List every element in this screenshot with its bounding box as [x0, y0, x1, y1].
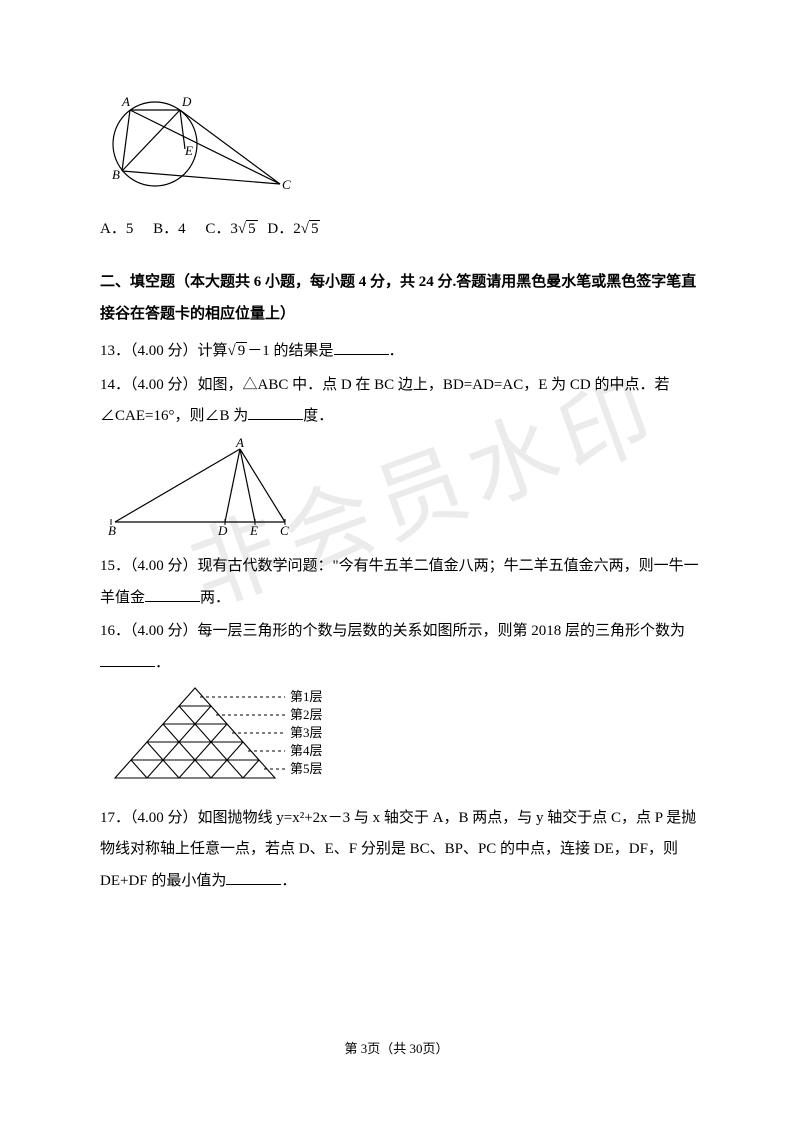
q14-label-D: D [217, 523, 228, 537]
q14-label-A: A [235, 437, 244, 450]
section2-title: 二、填空题（本大题共 6 小题，每小题 4 分，共 24 分.答题请用黑色曼水笔… [100, 267, 703, 330]
label-B: B [112, 167, 120, 182]
q13-rad: 9 [236, 342, 248, 359]
q16-layer-3: 第3层 [290, 725, 323, 740]
q17-text-b: ． [281, 873, 296, 889]
q14-figure: A B D E C [100, 437, 703, 550]
q17: 17．（4.00 分）如图抛物线 y=x²+2x－3 与 x 轴交于 A，B 两… [100, 803, 703, 898]
q12-option-c: C．3√5 [205, 214, 257, 246]
q13-text-c: ． [389, 343, 404, 359]
q12-optA-val: 5 [126, 221, 134, 237]
q16-blank [100, 652, 155, 667]
q12-optC-pre: 3 [230, 221, 238, 237]
q15: 15．（4.00 分）现有古代数学问题："今有牛五羊二值金八两；牛二羊五值金六两… [100, 551, 703, 614]
q12-optD-rad: 5 [309, 220, 321, 237]
q12-optD-label: D． [267, 221, 293, 237]
q14-label-B: B [108, 523, 116, 537]
q15-blank [145, 587, 200, 602]
q14-line1: 14．（4.00 分）如图，△ABC 中．点 D 在 BC 边上，BD=AD=A… [100, 377, 669, 425]
q12-optD-pre: 2 [293, 221, 301, 237]
q12-optC-label: C． [205, 221, 230, 237]
q13-text-b: －1 的结果是 [247, 343, 333, 359]
q12-optB-val: 4 [178, 221, 186, 237]
label-E: E [184, 143, 193, 158]
q16-text-b: ． [155, 655, 170, 671]
label-D: D [181, 94, 192, 109]
page-footer: 第 3页（共 30页） [0, 1035, 793, 1062]
label-A: A [121, 94, 130, 109]
q16-layer-2: 第2层 [290, 707, 323, 722]
q16-figure: 第1层 第2层 第3层 第4层 第5层 [100, 683, 703, 801]
label-C: C [282, 177, 291, 192]
q12-figure: A D B C E [100, 89, 703, 212]
q12-option-d: D．2√5 [267, 214, 320, 246]
q12-optB-label: B． [153, 221, 178, 237]
q14-label-C: C [280, 523, 289, 537]
q13: 13．（4.00 分）计算√9－1 的结果是． [100, 336, 703, 368]
q14-line1-end: 度． [303, 408, 333, 424]
q13-blank [334, 340, 389, 355]
q14-label-E: E [249, 523, 258, 537]
q14: 14．（4.00 分）如图，△ABC 中．点 D 在 BC 边上，BD=AD=A… [100, 370, 703, 433]
q16-layer-4: 第4层 [290, 743, 323, 758]
q12-option-b: B．4 [153, 214, 186, 246]
q16: 16．（4.00 分）每一层三角形的个数与层数的关系如图所示，则第 2018 层… [100, 616, 703, 679]
q14-blank [248, 405, 303, 420]
q16-text-a: 16．（4.00 分）每一层三角形的个数与层数的关系如图所示，则第 2018 层… [100, 623, 685, 639]
q17-blank [226, 870, 281, 885]
q12-option-a: A．5 [100, 214, 133, 246]
q12-optA-label: A． [100, 221, 126, 237]
q12-optC-rad: 5 [246, 220, 258, 237]
q12-options: A．5 B．4 C．3√5 D．2√5 [100, 214, 703, 246]
q17-text-a: 17．（4.00 分）如图抛物线 y=x²+2x－3 与 x 轴交于 A，B 两… [100, 810, 696, 889]
q15-text-b: 两． [200, 590, 230, 606]
q13-text-a: 13．（4.00 分）计算 [100, 343, 228, 359]
q16-layer-1: 第1层 [290, 689, 323, 704]
q16-layer-5: 第5层 [290, 761, 323, 776]
